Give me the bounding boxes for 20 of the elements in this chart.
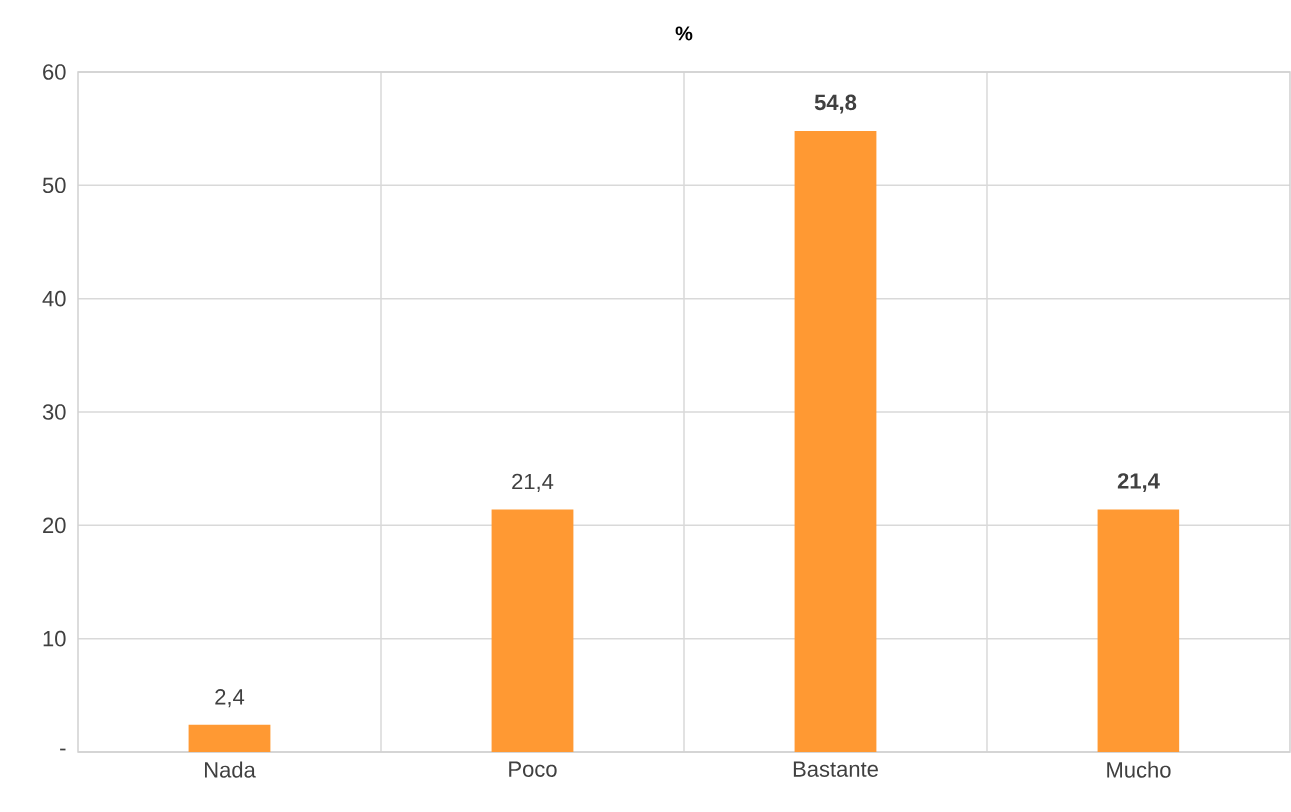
bar: [491, 509, 574, 752]
x-tick-label: Nada: [205, 761, 256, 778]
data-label: 21,4: [512, 473, 554, 492]
y-tick-label: 50: [42, 177, 66, 194]
y-tick-label: 10: [43, 630, 66, 647]
chart-title: %: [675, 26, 693, 41]
data-label: 54,8: [814, 94, 857, 114]
x-tick-label: Bastante: [793, 761, 878, 777]
x-tick-label: Mucho: [1107, 761, 1171, 778]
bar: [794, 130, 877, 752]
data-label: 2,4: [215, 689, 245, 708]
bar: [188, 724, 271, 752]
x-tick-label: Poco: [509, 761, 557, 777]
bar: [1097, 509, 1180, 752]
y-tick-label: 60: [43, 64, 66, 80]
y-tick-label: 30: [42, 404, 66, 420]
y-tick-label: -: [60, 748, 66, 751]
y-tick-label: 20: [43, 517, 66, 534]
y-tick-label: 40: [42, 290, 66, 307]
data-label: 21,4: [1117, 473, 1160, 492]
